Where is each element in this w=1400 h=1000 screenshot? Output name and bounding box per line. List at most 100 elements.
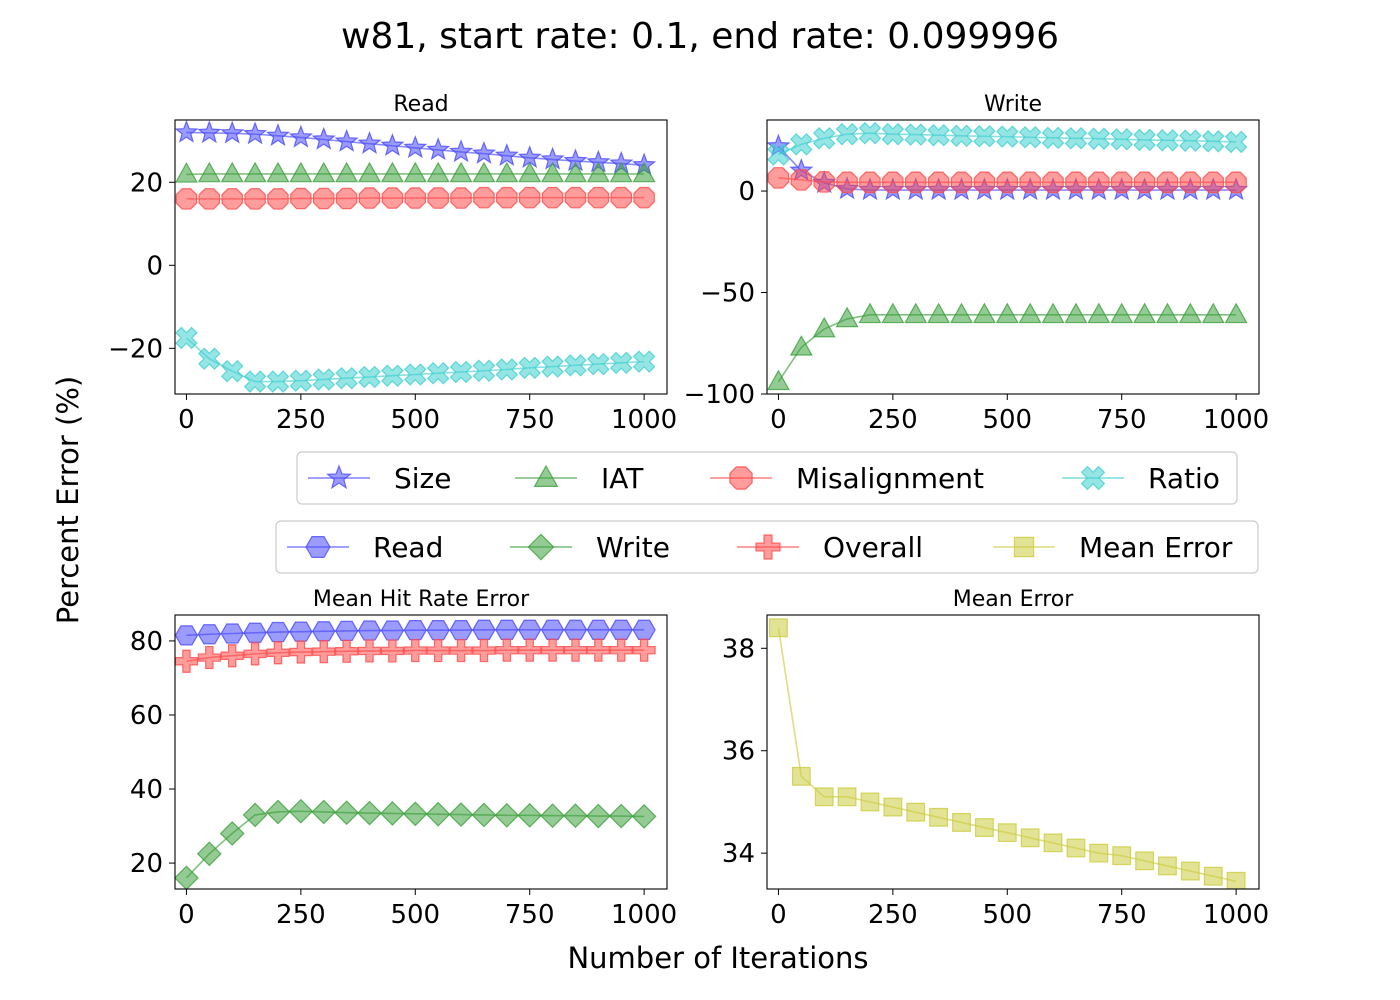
x-tick-label: 1000 — [611, 405, 677, 435]
point-ratio — [1179, 129, 1202, 152]
point-read — [426, 620, 450, 641]
x-tick-label: 750 — [505, 405, 555, 435]
point-misalignment — [1110, 171, 1133, 194]
point-misalignment — [221, 188, 243, 210]
point-ratio — [1201, 130, 1225, 153]
point-size — [357, 130, 382, 154]
point-ratio — [1110, 128, 1133, 151]
x-tick-label: 500 — [390, 900, 440, 930]
point-write — [425, 801, 451, 827]
point-write — [540, 803, 565, 829]
point-size — [448, 139, 474, 163]
legend-marker-iat — [533, 464, 559, 487]
point-overall — [289, 640, 313, 664]
point-write — [265, 799, 291, 825]
point-ratio — [289, 369, 313, 392]
point-iat — [972, 302, 996, 324]
point-size — [426, 137, 451, 161]
point-misalignment — [1133, 171, 1156, 194]
x-tick-label: 250 — [868, 405, 918, 435]
series-iat — [767, 302, 1248, 391]
point-overall — [175, 649, 199, 673]
point-misalignment — [882, 171, 904, 194]
point-write — [585, 803, 611, 829]
point-iat — [1064, 302, 1088, 324]
point-misalignment — [312, 187, 335, 210]
point-overall — [243, 642, 267, 666]
series-line-mean-error — [777, 627, 1237, 883]
point-misalignment — [1088, 171, 1110, 194]
y-tick-label: 0 — [146, 251, 163, 281]
legend-marker-overall — [755, 534, 781, 560]
y-tick-label: 36 — [722, 737, 755, 767]
legend-marker-write — [527, 533, 555, 561]
point-iat — [380, 161, 404, 183]
point-size — [220, 120, 245, 144]
point-misalignment — [1019, 171, 1041, 194]
series-overall — [175, 638, 656, 673]
point-iat — [1201, 302, 1225, 324]
point-mean-error — [1226, 871, 1246, 889]
point-misalignment — [767, 167, 790, 189]
point-mean-error — [1066, 838, 1086, 858]
point-iat — [449, 161, 473, 183]
point-misalignment — [1042, 171, 1064, 194]
point-ratio — [587, 352, 610, 376]
point-misalignment — [859, 171, 881, 194]
point-overall — [335, 639, 359, 663]
figure-title: w81, start rate: 0.1, end rate: 0.099996 — [341, 16, 1059, 57]
legend-label: Misalignment — [796, 462, 984, 495]
point-iat — [835, 306, 859, 328]
point-misalignment — [973, 171, 996, 194]
legend-item-read: Read — [287, 531, 443, 564]
point-mean-error — [814, 787, 834, 807]
point-overall — [403, 638, 427, 663]
point-mean-error — [929, 807, 949, 827]
point-ratio — [472, 359, 496, 383]
point-size — [403, 135, 428, 159]
point-write — [242, 802, 268, 828]
point-iat — [197, 161, 221, 183]
point-write — [563, 803, 588, 829]
point-misalignment — [790, 169, 813, 191]
series-ratio — [767, 121, 1248, 166]
x-tick-label: 250 — [276, 900, 326, 930]
point-read — [563, 619, 588, 640]
plot-area-mean-hit-rate-error — [175, 619, 657, 889]
point-iat — [586, 161, 610, 183]
point-misalignment — [633, 186, 655, 209]
point-misalignment — [381, 187, 404, 209]
panel-mean-error: Mean Error 0 250 500 750 1000 34 36 38 — [722, 587, 1269, 930]
x-tick-label: 0 — [178, 405, 195, 435]
point-misalignment — [358, 187, 381, 209]
x-tick-label: 0 — [178, 900, 195, 930]
legend-label: Ratio — [1148, 462, 1220, 495]
point-iat — [289, 161, 313, 183]
point-ratio — [518, 356, 541, 380]
legend-item-write: Write — [510, 531, 670, 564]
point-misalignment — [927, 171, 950, 194]
point-misalignment — [267, 188, 289, 210]
point-ratio — [404, 363, 427, 386]
x-tick-label: 0 — [770, 900, 787, 930]
point-mean-error — [791, 766, 811, 786]
point-ratio — [973, 124, 996, 148]
point-iat — [927, 302, 951, 324]
y-tick-label: −100 — [684, 380, 755, 410]
point-ratio — [312, 368, 336, 391]
point-ratio — [1156, 129, 1179, 152]
series-iat — [175, 161, 656, 183]
point-read — [540, 619, 565, 640]
point-iat — [472, 161, 496, 183]
point-iat — [789, 335, 813, 356]
legend-features: Size IAT Misalignment Ratio — [296, 451, 1238, 505]
point-write — [448, 802, 474, 827]
legend-label: Write — [596, 531, 670, 564]
point-mean-error — [1043, 833, 1063, 853]
point-write — [219, 821, 245, 846]
y-tick-label: −20 — [108, 334, 163, 364]
point-read — [175, 625, 199, 646]
point-read — [403, 620, 427, 641]
point-iat — [266, 161, 290, 183]
